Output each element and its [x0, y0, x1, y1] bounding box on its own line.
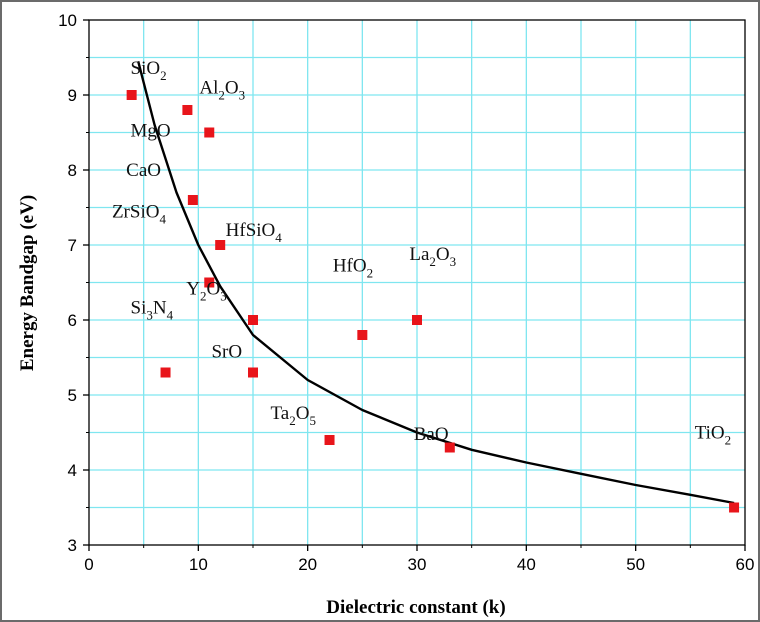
- point-annotation: HfSiO4: [226, 220, 283, 245]
- point-annotation: Ta2O5: [270, 403, 315, 428]
- data-point: [412, 315, 422, 325]
- data-point: [444, 442, 455, 453]
- data-point: [187, 195, 198, 205]
- data-point: [357, 330, 368, 340]
- x-tick-label: 30: [408, 555, 427, 574]
- point-annotation: ZrSiO4: [112, 201, 166, 226]
- y-tick-label: 3: [68, 536, 77, 555]
- y-tick-label: 5: [68, 386, 77, 405]
- data-point: [182, 105, 193, 115]
- data-point: [160, 367, 171, 378]
- data-point: [248, 315, 258, 325]
- point-annotation: SrO: [211, 342, 242, 363]
- point-annotation: La2O3: [409, 244, 456, 269]
- data-point: [204, 277, 215, 288]
- x-tick-label: 50: [626, 555, 645, 574]
- point-annotation: Si3N4: [131, 297, 174, 322]
- data-point: [324, 435, 335, 445]
- y-tick-label: 7: [68, 236, 77, 255]
- x-tick-label: 0: [84, 555, 93, 574]
- point-annotation: SiO2: [131, 58, 167, 83]
- x-axis-title: Dielectric constant (k): [326, 597, 505, 618]
- x-tick-label: 10: [189, 555, 208, 574]
- y-tick-label: 6: [68, 311, 77, 330]
- data-point: [248, 367, 258, 378]
- y-tick-label: 4: [68, 461, 77, 480]
- point-annotation: Al2O3: [199, 78, 245, 103]
- data-point: [204, 127, 215, 138]
- axes: 0 10 20 30 40 50 60 3 4 5 6 7 8 9 10: [58, 11, 754, 574]
- y-tick-label: 9: [68, 86, 77, 105]
- fit-curve: [137, 61, 735, 505]
- point-annotation: HfO2: [333, 255, 373, 280]
- data-points: [126, 90, 740, 513]
- y-tick-label: 10: [58, 11, 77, 30]
- data-point: [126, 90, 137, 100]
- x-tick-label: 20: [298, 555, 317, 574]
- point-annotation: TiO2: [695, 423, 731, 448]
- x-tick-label: 40: [517, 555, 536, 574]
- point-annotation: Y2O3: [186, 279, 226, 304]
- x-tick-label: 60: [736, 555, 755, 574]
- data-point: [729, 502, 740, 513]
- y-axis-title: Energy Bandgap (eV): [17, 195, 38, 371]
- point-annotation: MgO: [131, 120, 171, 141]
- point-annotation: CaO: [126, 160, 161, 181]
- data-point: [215, 240, 226, 250]
- fit-curve-layer: [137, 61, 735, 505]
- point-annotation: BaO: [414, 424, 449, 445]
- annotations: SiO2 Al2O3 MgO CaO ZrSiO4 HfSiO4 Y2O3 Si3N4 HfO2…: [112, 58, 731, 448]
- y-tick-label: 8: [68, 161, 77, 180]
